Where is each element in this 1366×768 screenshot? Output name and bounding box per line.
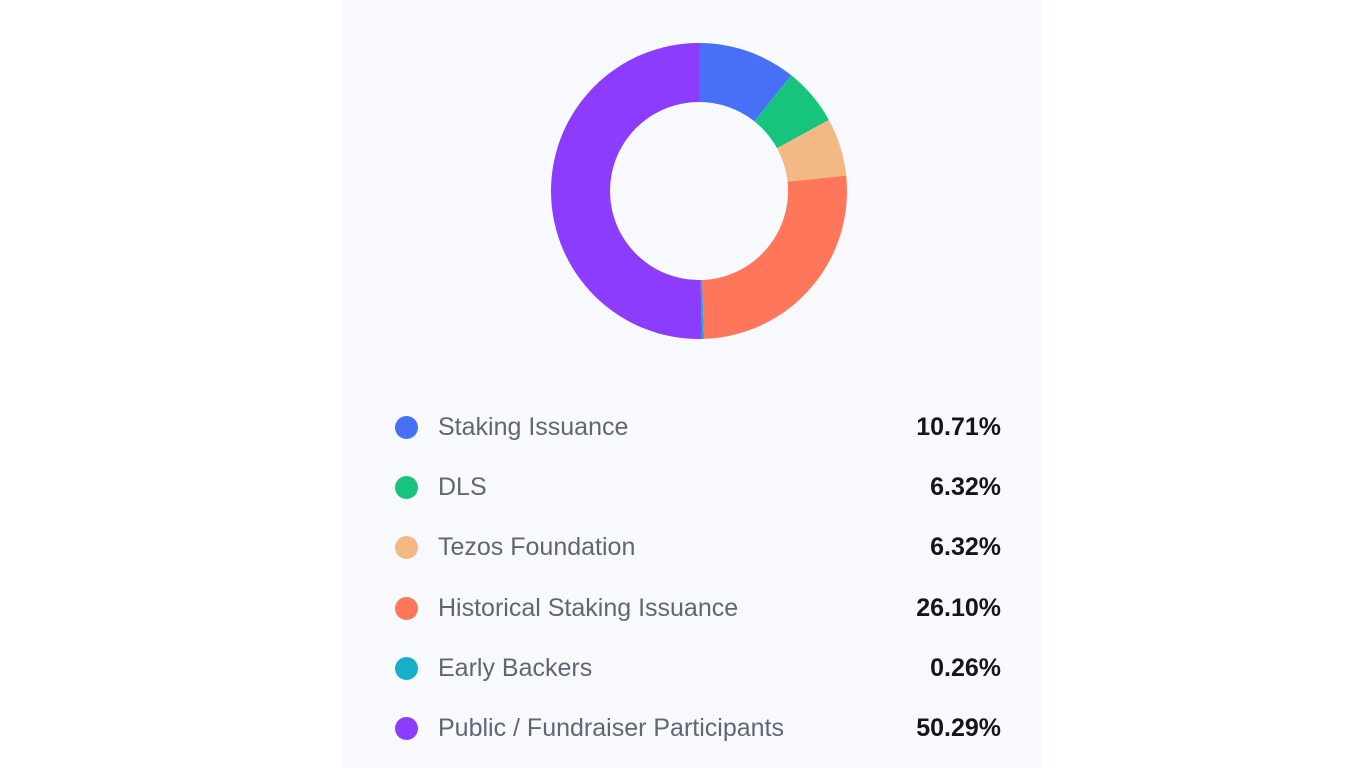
legend-item: Tezos Foundation 6.32%: [395, 518, 1001, 578]
legend-dot: [395, 656, 418, 680]
legend-item: Staking Issuance 10.71%: [395, 397, 1001, 457]
donut-slice: [550, 43, 702, 340]
legend-label: Historical Staking Issuance: [438, 593, 739, 622]
legend: Staking Issuance 10.71% DLS 6.32% Tezos Fo…: [395, 397, 1001, 759]
legend-label: Early Backers: [438, 653, 593, 682]
legend-dot: [395, 536, 418, 560]
donut-slice: [699, 43, 792, 122]
legend-value: 6.32%: [930, 472, 1001, 501]
legend-dot: [395, 596, 418, 620]
donut-chart: [550, 43, 848, 340]
legend-dot: [395, 475, 418, 499]
donut-slice: [702, 175, 848, 339]
legend-value: 10.71%: [916, 412, 1001, 441]
legend-item: Historical Staking Issuance 26.10%: [395, 578, 1001, 638]
donut-slice: [700, 279, 705, 339]
legend-label: Tezos Foundation: [438, 533, 636, 562]
legend-value: 26.10%: [916, 593, 1001, 622]
donut-slice: [777, 119, 847, 182]
chart-panel: [342, 0, 1042, 768]
legend-item: Early Backers 0.26%: [395, 638, 1001, 698]
legend-value: 0.26%: [930, 653, 1001, 682]
legend-item: Public / Fundraiser Participants 50.29%: [395, 698, 1001, 758]
legend-value: 6.32%: [930, 533, 1001, 562]
legend-label: DLS: [438, 472, 487, 501]
legend-item: DLS 6.32%: [395, 457, 1001, 517]
legend-dot: [395, 717, 418, 741]
donut-slice: [754, 75, 829, 149]
legend-value: 50.29%: [916, 714, 1001, 743]
legend-label: Public / Fundraiser Participants: [438, 714, 784, 743]
legend-label: Staking Issuance: [438, 412, 629, 441]
legend-dot: [395, 415, 418, 439]
